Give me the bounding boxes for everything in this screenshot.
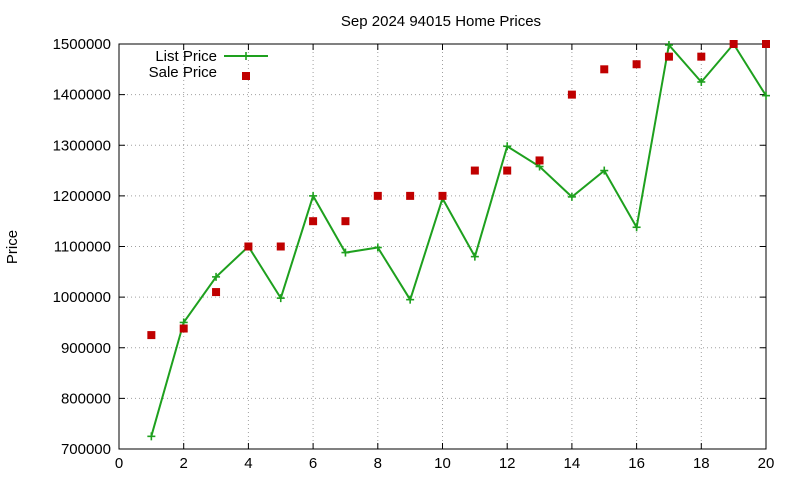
sale-price-point — [729, 40, 738, 48]
list-price-point — [664, 41, 673, 50]
y-tick-label: 1100000 — [54, 239, 111, 256]
list-price-point — [600, 166, 609, 175]
legend-label: Sale Price — [149, 64, 217, 81]
sale-price-point — [438, 191, 447, 200]
sale-price-point — [179, 324, 188, 333]
legend-label: List Price — [155, 48, 217, 65]
sale-price-point — [600, 65, 609, 74]
sale-price-point — [147, 331, 156, 340]
y-tick-label: 1000000 — [53, 289, 111, 306]
x-tick-label: 4 — [244, 455, 252, 472]
list-price-point — [212, 272, 221, 281]
list-price-series — [147, 40, 770, 441]
y-axis-label: Price — [4, 230, 21, 264]
y-tick-label: 1500000 — [53, 36, 111, 53]
list-price-point — [309, 191, 318, 200]
list-price-point — [341, 248, 350, 257]
x-tick-label: 18 — [693, 455, 710, 472]
x-tick-label: 2 — [180, 455, 188, 472]
x-tick-label: 8 — [374, 455, 382, 472]
x-tick-label: 0 — [115, 455, 123, 472]
sale-price-point — [503, 166, 512, 175]
grid-lines — [119, 44, 766, 449]
list-price-point — [697, 77, 706, 86]
list-price-line — [150, 42, 767, 437]
x-tick-label: 16 — [628, 455, 645, 472]
y-tick-label: 900000 — [61, 340, 111, 357]
x-tick-label: 20 — [758, 455, 775, 472]
legend-swatch-marker — [242, 72, 250, 80]
sale-price-point — [664, 52, 673, 61]
sale-price-point — [470, 166, 479, 175]
list-price-point — [276, 294, 285, 303]
sale-price-point — [535, 156, 544, 165]
axis-ticks: 0 2 4 6 8 10 12 14 16 18 20 700000 800000 900000 10000… — [53, 36, 775, 472]
sale-price-point — [212, 288, 221, 297]
sale-price-series — [147, 40, 770, 340]
x-tick-label: 14 — [564, 455, 581, 472]
x-tick-label: 12 — [499, 455, 516, 472]
y-tick-label: 1200000 — [53, 188, 111, 205]
sale-price-point — [406, 191, 415, 200]
list-price-point — [762, 91, 770, 100]
legend-swatch-marker — [242, 52, 250, 60]
list-price-point — [632, 223, 641, 232]
y-tick-label: 800000 — [61, 390, 111, 407]
list-price-point — [406, 295, 415, 304]
list-price-point — [147, 432, 156, 441]
sale-price-point — [632, 60, 641, 69]
x-tick-label: 10 — [434, 455, 451, 472]
list-price-point — [503, 142, 512, 151]
sale-price-point — [373, 191, 382, 200]
sale-price-point — [244, 242, 253, 251]
sale-price-point — [567, 90, 576, 99]
sale-price-point — [697, 52, 706, 61]
list-price-point — [567, 192, 576, 201]
series-layer — [147, 40, 770, 441]
y-tick-label: 1300000 — [53, 137, 111, 154]
list-price-point — [373, 243, 382, 252]
chart-title: Sep 2024 94015 Home Prices — [341, 13, 541, 30]
y-tick-label: 700000 — [61, 441, 111, 458]
list-price-point — [470, 252, 479, 261]
x-tick-label: 6 — [309, 455, 317, 472]
y-tick-label: 1400000 — [53, 87, 111, 104]
sale-price-point — [341, 217, 350, 226]
sale-price-point — [762, 40, 770, 48]
sale-price-point — [276, 242, 285, 251]
sale-price-point — [309, 217, 318, 226]
